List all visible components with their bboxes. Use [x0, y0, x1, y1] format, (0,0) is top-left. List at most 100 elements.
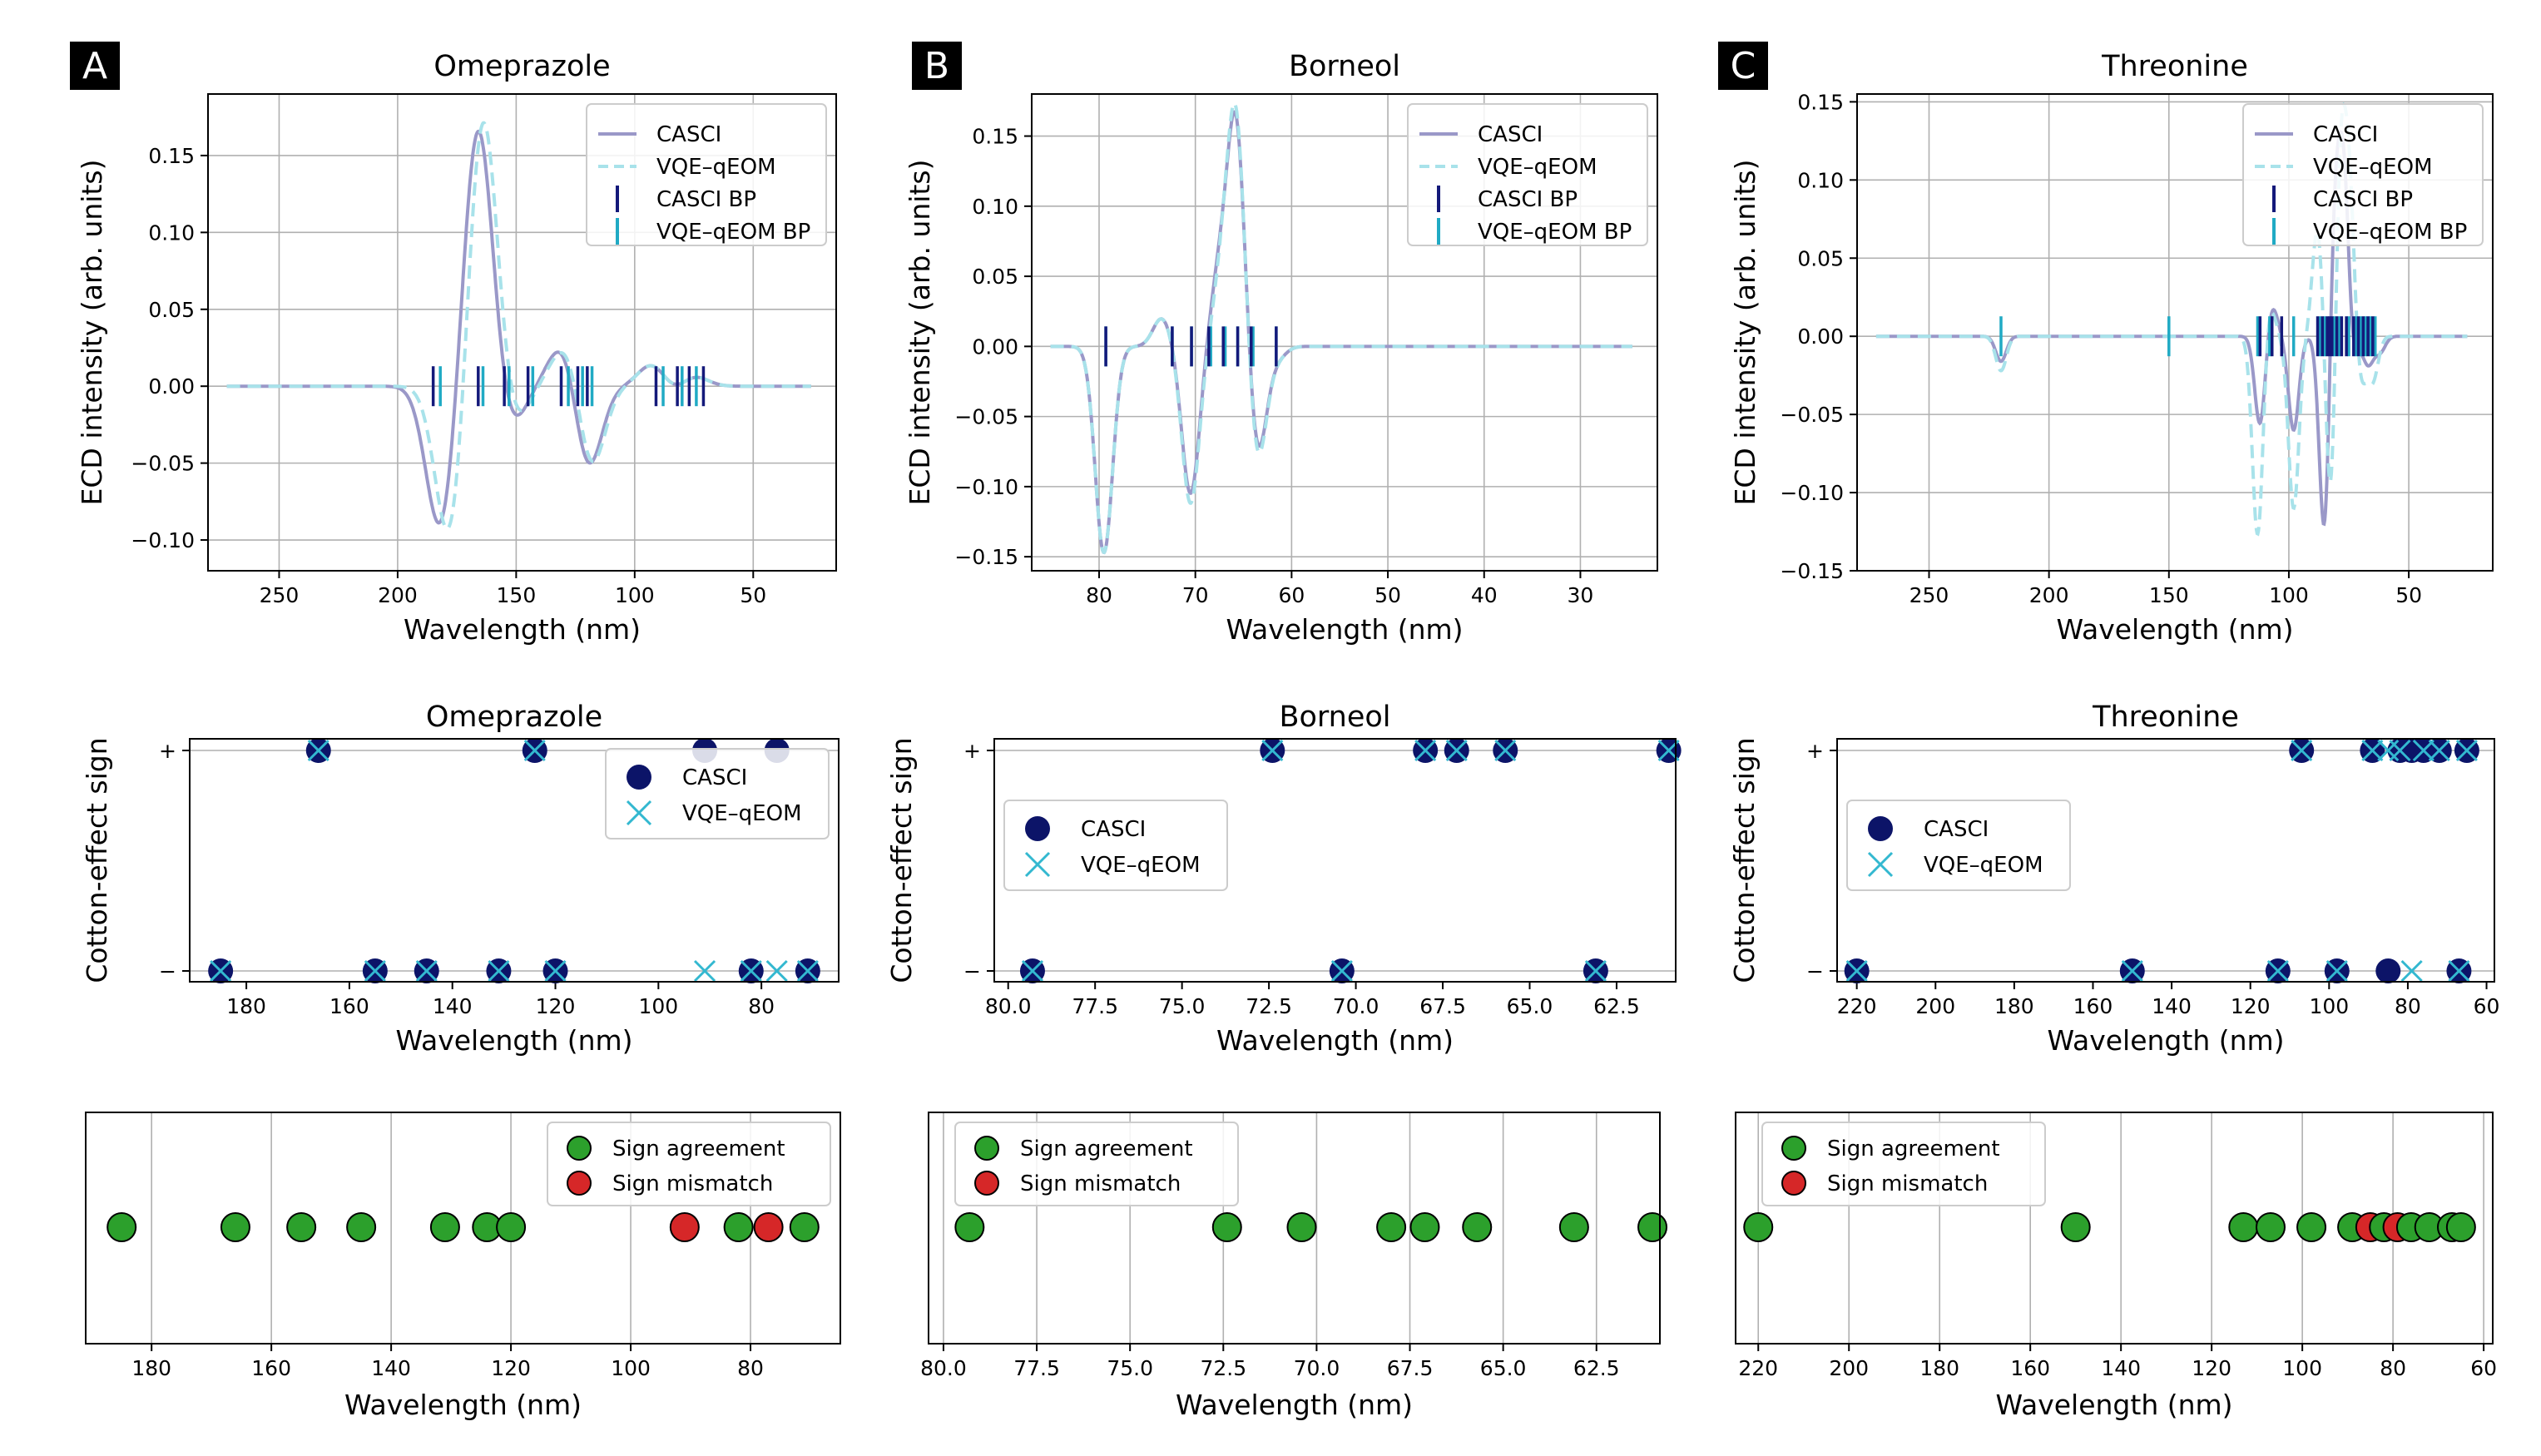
axes-frame — [189, 738, 840, 983]
axes-frame — [1856, 93, 2494, 572]
vqe-cross-stroke — [2266, 959, 2289, 983]
vqe-sign-point — [2455, 739, 2478, 762]
vqe-sign-point — [1414, 739, 1437, 762]
legend-agree-swatch — [567, 1136, 592, 1161]
vqe-sign-point — [2121, 959, 2143, 983]
legend-vqe-swatch — [1024, 851, 1051, 878]
y-tick-label: 0.05 — [1797, 246, 1844, 270]
legend-agree-swatch — [974, 1136, 999, 1161]
vqe-sign-point — [544, 959, 567, 983]
axes-frame — [1031, 93, 1658, 572]
vqe-sign-point — [693, 959, 716, 983]
vqe-cross-stroke — [2326, 959, 2348, 983]
legend-label: Sign mismatch — [1020, 1171, 1181, 1196]
agreement-point — [1462, 1212, 1493, 1242]
x-tick-label: 62.5 — [1573, 1356, 1620, 1380]
vqe-cross-stroke — [1261, 739, 1284, 762]
x-tick-label: 100 — [2282, 1356, 2322, 1380]
y-tick-label: −0.05 — [954, 405, 1018, 429]
y-tick-label: 0.05 — [972, 265, 1018, 289]
legend-box — [547, 1122, 831, 1206]
legend-label: VQE–qEOM BP — [1478, 220, 1632, 245]
x-tick-label: 75.0 — [1107, 1356, 1153, 1380]
legend-box — [1761, 1122, 2046, 1206]
y-tick-label: 0.10 — [148, 220, 195, 245]
x-tick-label: 80 — [2395, 994, 2421, 1018]
x-tick-label: 150 — [497, 583, 537, 607]
vqe-sign-point — [2428, 739, 2450, 762]
x-tick-label: 100 — [611, 1356, 651, 1380]
cotton-title: Omeprazole — [426, 701, 602, 734]
x-tick-label: 80.0 — [985, 994, 1032, 1018]
y-tick-label-plus: + — [1806, 739, 1824, 763]
vqe-sign-point — [364, 959, 386, 983]
agreement-point — [1558, 1212, 1589, 1242]
vqe-cross-stroke — [1845, 959, 1868, 983]
panel-letter-box — [1718, 42, 1768, 90]
x-tick-label: 80 — [2380, 1356, 2406, 1380]
vqe-cross-stroke — [2428, 739, 2450, 762]
vqe-cross-stroke — [1021, 959, 1044, 983]
agreement-point — [723, 1212, 754, 1242]
vqe-sign-point — [210, 959, 232, 983]
agreement-panel-B: 80.0 77.5 75.0 72.5 70.0 67.5 65.0 62.5 Waveleng… — [920, 1112, 1668, 1421]
x-tick-label: 30 — [1568, 583, 1594, 607]
x-tick-label: 80.0 — [920, 1356, 967, 1380]
x-tick-label: 200 — [1915, 994, 1955, 1018]
legend-label: CASCI — [682, 765, 747, 790]
x-tick-label: 70 — [1182, 583, 1209, 607]
x-tick-label: 70.0 — [1294, 1356, 1340, 1380]
legend-label: CASCI — [1081, 817, 1146, 842]
legend-label: VQE–qEOM — [656, 155, 776, 180]
vqe-cross-stroke — [2121, 959, 2143, 983]
x-tick-label: 180 — [1919, 1356, 1959, 1380]
cotton-panel-C: 220 200 180 160 140 120 100 80 60 + − Threonine Wave… — [1728, 701, 2499, 1057]
legend-vqe-swatch — [1867, 851, 1894, 878]
x-tick-label: 180 — [226, 994, 266, 1018]
agreement-point — [2228, 1212, 2259, 1242]
agreement-point — [286, 1212, 317, 1242]
cotton-panel-A: 180 160 140 120 100 80 + − Omeprazole Wavelength … — [81, 701, 840, 1057]
x-tick-label: 120 — [536, 994, 576, 1018]
legend-label: Sign mismatch — [612, 1171, 773, 1196]
x-axis-label: Wavelength (nm) — [404, 613, 641, 646]
x-tick-label: 180 — [131, 1356, 171, 1380]
y-axis-label: Cotton-effect sign — [1728, 737, 1761, 983]
vqe-cross-stroke — [2412, 739, 2435, 762]
x-tick-label: 72.5 — [1200, 1356, 1246, 1380]
legend-label: VQE–qEOM — [2313, 155, 2433, 180]
vqe-sign-point — [2326, 959, 2348, 983]
axes-frame — [1735, 1112, 2494, 1345]
vqe-sign-point — [796, 959, 819, 983]
vqe-cross-stroke — [1584, 959, 1607, 983]
agreement-point — [496, 1212, 527, 1242]
legend-box — [586, 103, 827, 246]
y-tick-label: 0.05 — [148, 298, 195, 322]
vqe-cross-stroke — [1494, 739, 1517, 762]
agreement-point — [346, 1212, 377, 1242]
vqe-sign-point — [1445, 739, 1468, 762]
vqe-sign-point — [1330, 959, 1353, 983]
x-tick-label: 60 — [2474, 994, 2500, 1018]
y-tick-label: −0.10 — [131, 528, 195, 552]
vqe-cross-stroke — [1445, 739, 1468, 762]
legend-mismatch-swatch — [974, 1171, 999, 1196]
legend-mismatch-swatch — [567, 1171, 592, 1196]
y-tick-label-plus: + — [159, 739, 176, 763]
axes-frame — [928, 1112, 1661, 1345]
agreement-point — [789, 1212, 820, 1242]
x-tick-label: 60 — [2470, 1356, 2497, 1380]
legend-label: VQE–qEOM BP — [656, 220, 810, 245]
legend-box — [954, 1122, 1239, 1206]
y-tick-label: 0.15 — [148, 144, 195, 168]
x-axis-label: Wavelength (nm) — [1176, 1389, 1413, 1421]
panel-letter-box — [912, 42, 962, 90]
vqe-cross-stroke — [765, 959, 788, 983]
agreement-point — [1637, 1212, 1668, 1242]
legend-label: VQE–qEOM — [1924, 853, 2043, 878]
x-tick-label: 220 — [1837, 994, 1877, 1018]
panel-letter: B — [924, 45, 949, 87]
x-axis-label: Wavelength (nm) — [395, 1024, 632, 1057]
vqe-sign-point — [1021, 959, 1044, 983]
axes-frame — [207, 93, 837, 572]
